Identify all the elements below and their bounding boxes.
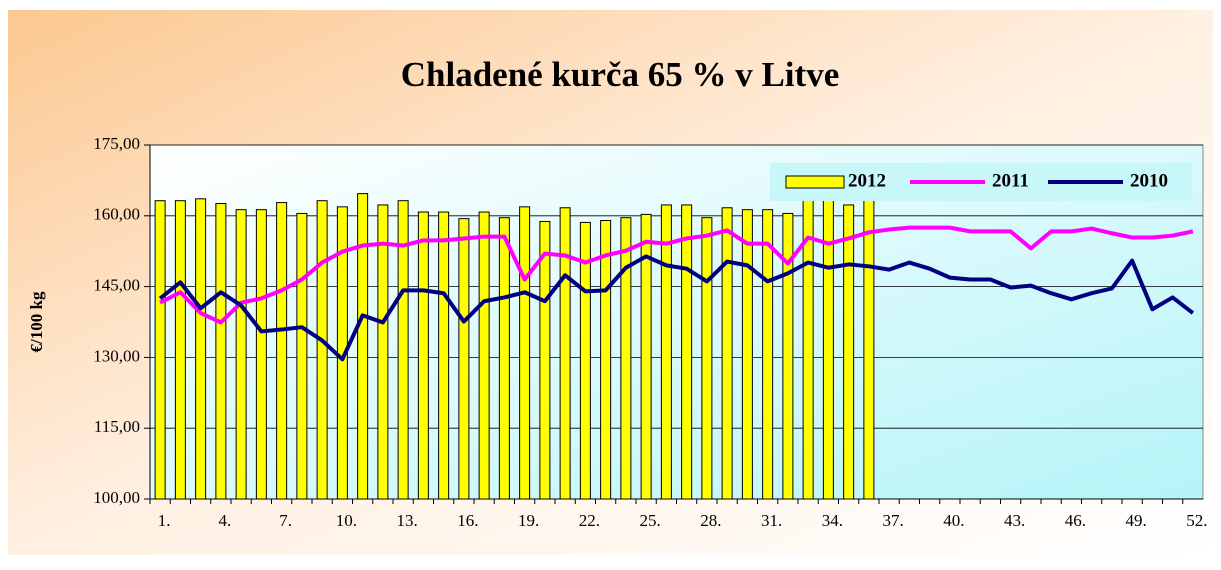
y-tick-label: 145,00 (93, 276, 140, 295)
x-tick-label: 1. (158, 511, 171, 530)
bar (417, 211, 429, 500)
bar (215, 203, 227, 500)
y-tick-label: 160,00 (93, 205, 140, 224)
x-tick-label: 28. (700, 511, 721, 530)
legend-swatch (785, 175, 845, 189)
legend-label: 2011 (992, 170, 1029, 191)
x-tick-label: 31. (761, 511, 782, 530)
x-tick-label: 43. (1004, 511, 1025, 530)
bar (276, 202, 288, 500)
bar (154, 200, 166, 500)
x-tick-label: 22. (579, 511, 600, 530)
bar (660, 204, 672, 500)
x-tick-label: 52. (1186, 511, 1207, 530)
x-tick-label: 4. (219, 511, 232, 530)
bar (438, 211, 450, 500)
bar (539, 220, 551, 500)
x-tick-label: 46. (1065, 511, 1086, 530)
bar (458, 218, 470, 500)
x-tick-label: 19. (518, 511, 539, 530)
line-2010 (158, 254, 1195, 362)
x-tick-label: 10. (336, 511, 357, 530)
bar (255, 209, 267, 500)
y-tick-label: 130,00 (93, 346, 140, 365)
bar (316, 200, 328, 500)
bar (762, 209, 774, 500)
x-tick-label: 34. (822, 511, 843, 530)
bar (519, 206, 531, 500)
bar (721, 207, 733, 500)
bar (174, 200, 186, 500)
bar (701, 217, 713, 500)
x-tick-label: 37. (883, 511, 904, 530)
bar (681, 204, 693, 500)
y-tick-label: 100,00 (93, 488, 140, 507)
x-tick-label: 49. (1126, 511, 1147, 530)
bar (357, 193, 369, 500)
bar (296, 212, 308, 500)
bar (478, 211, 490, 500)
legend-label: 2010 (1130, 170, 1168, 191)
bar (559, 207, 571, 500)
bar (235, 209, 247, 500)
bar (741, 209, 753, 500)
x-tick-label: 25. (640, 511, 661, 530)
bar (195, 198, 207, 500)
bar (843, 204, 855, 500)
x-tick-label: 40. (943, 511, 964, 530)
bar (620, 217, 632, 500)
bar (377, 204, 389, 500)
line-2011 (159, 225, 1194, 325)
x-tick-label: 13. (397, 511, 418, 530)
y-tick-label: 115,00 (94, 417, 140, 436)
y-axis-label: €/100 kg (27, 291, 46, 352)
x-tick-label: 16. (457, 511, 478, 530)
x-tick-label: 7. (279, 511, 292, 530)
bar (863, 199, 875, 500)
legend-label: 2012 (848, 170, 886, 191)
bar (600, 220, 612, 500)
y-tick-label: 175,00 (93, 134, 140, 153)
chart-title: Chladené kurča 65 % v Litve (401, 55, 839, 94)
bar (498, 217, 510, 500)
